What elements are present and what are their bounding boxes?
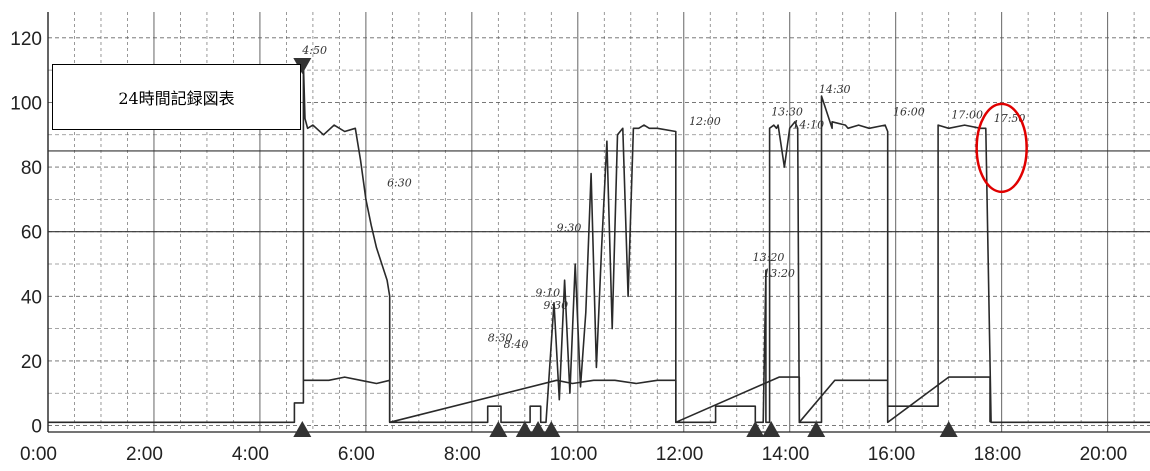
y-tick-label: 100	[10, 93, 42, 114]
annotation-label: 9:30	[557, 222, 582, 235]
y-tick-label: 120	[10, 29, 42, 50]
event-marker-up	[542, 421, 561, 437]
annotation-label: 16:00	[893, 105, 925, 118]
event-marker-up	[489, 421, 508, 437]
x-tick-label: 18:00	[974, 444, 1022, 465]
annotation-label: 8:30	[488, 332, 513, 345]
event-marker-up	[762, 421, 781, 437]
x-tick-label: 4:00	[232, 444, 269, 465]
x-tick-label: 20:00	[1080, 444, 1128, 465]
y-tick-label: 20	[21, 352, 42, 373]
annotation-label: 13:30	[771, 105, 803, 118]
x-tick-label: 8:00	[444, 444, 481, 465]
event-marker-up	[515, 421, 534, 437]
series-line-1	[48, 62, 1150, 424]
annotation-label: 17:00	[951, 109, 983, 122]
event-marker-up	[939, 421, 958, 437]
annotation-label: 14:10	[792, 118, 824, 131]
annotation-label: 13:20	[763, 267, 795, 280]
y-tick-label: 80	[21, 158, 42, 179]
annotation-label: 8:40	[504, 338, 529, 351]
x-tick-label: 12:00	[656, 444, 704, 465]
annotation-label: 4:50	[301, 44, 327, 57]
annotation-label: 9:30	[543, 299, 568, 312]
series-line-2	[303, 376, 991, 424]
x-tick-label: 10:00	[550, 444, 598, 465]
event-marker-up	[807, 421, 826, 437]
x-tick-label: 14:00	[762, 444, 810, 465]
event-marker-up	[746, 421, 765, 437]
event-marker-up	[529, 421, 548, 437]
chart-title: 24時間記録図表	[52, 64, 301, 130]
y-tick-label: 40	[21, 287, 42, 308]
event-marker-down	[293, 58, 312, 74]
annotation-label: 14:30	[819, 83, 851, 96]
y-tick-label: 0	[31, 417, 42, 438]
annotation-label: 13:20	[753, 251, 785, 264]
event-marker-up	[293, 421, 312, 437]
annotation-label: 6:30	[387, 176, 412, 189]
x-tick-label: 0:00	[20, 444, 57, 465]
annotation-label: 12:00	[689, 115, 721, 128]
x-tick-label: 16:00	[868, 444, 916, 465]
x-tick-label: 2:00	[126, 444, 163, 465]
highlight-circle	[975, 102, 1028, 194]
annotation-label: 9:10	[535, 286, 560, 299]
x-tick-label: 6:00	[338, 444, 375, 465]
y-tick-label: 60	[21, 223, 42, 244]
